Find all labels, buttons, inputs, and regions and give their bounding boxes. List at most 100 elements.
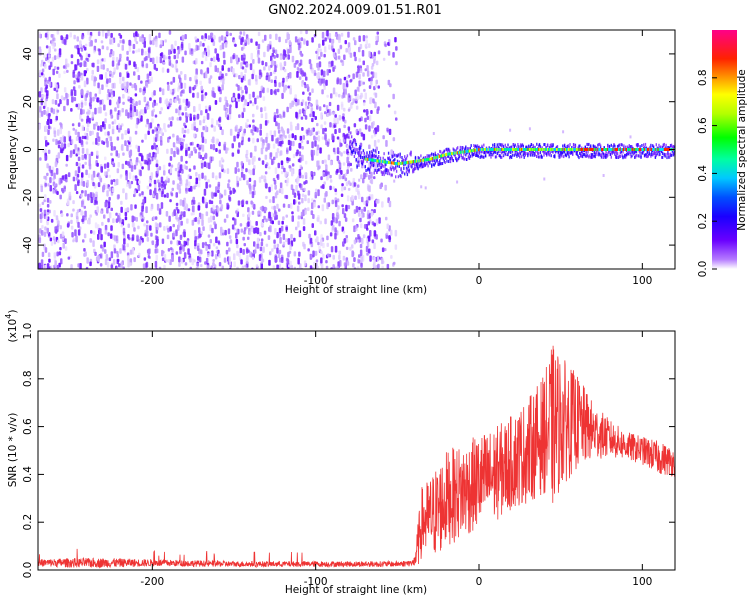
carrier-cell xyxy=(441,154,443,158)
noise-cell xyxy=(321,204,325,212)
noise-cell xyxy=(331,60,334,67)
band-cell xyxy=(407,165,409,169)
noise-cell xyxy=(131,237,134,242)
band-cell xyxy=(408,168,410,172)
noise-cell xyxy=(340,32,344,37)
band-cell xyxy=(510,145,512,149)
band-cell xyxy=(495,155,498,159)
noise-cell xyxy=(317,215,320,220)
band-cell xyxy=(383,170,385,174)
band-cell xyxy=(351,142,353,146)
noise-cell xyxy=(38,91,42,98)
noise-cell xyxy=(204,125,208,133)
noise-cell xyxy=(206,113,210,120)
noise-cell xyxy=(179,77,182,84)
noise-cell xyxy=(368,43,371,48)
carrier-cell xyxy=(462,150,464,154)
noise-cell xyxy=(86,257,89,264)
noise-cell xyxy=(50,169,54,177)
noise-cell xyxy=(247,137,251,142)
band-cell xyxy=(527,152,529,156)
noise-cell xyxy=(81,34,84,40)
band-cell xyxy=(497,150,499,154)
noise-cell xyxy=(59,247,62,251)
noise-cell xyxy=(72,127,75,131)
band-cell xyxy=(472,153,474,157)
band-cell xyxy=(576,149,578,153)
noise-cell xyxy=(108,92,111,98)
noise-cell xyxy=(249,63,253,71)
band-cell xyxy=(635,143,638,147)
carrier-cell xyxy=(653,148,655,151)
noise-cell xyxy=(387,104,391,108)
noise-cell xyxy=(240,228,244,233)
noise-cell xyxy=(281,140,284,145)
noise-cell xyxy=(227,228,231,235)
noise-cell xyxy=(61,175,65,180)
carrier-cell xyxy=(579,148,581,151)
noise-cell xyxy=(162,54,166,61)
band-cell xyxy=(576,153,578,156)
noise-cell xyxy=(253,227,256,234)
noise-cell xyxy=(382,57,386,61)
carrier-cell xyxy=(397,162,400,166)
noise-cell xyxy=(49,118,53,124)
noise-cell xyxy=(190,150,193,156)
noise-cell xyxy=(91,75,94,81)
band-cell xyxy=(441,151,444,155)
noise-cell xyxy=(299,135,303,141)
band-halo xyxy=(456,180,459,184)
noise-cell xyxy=(198,253,202,257)
carrier-cell xyxy=(441,154,444,158)
noise-cell xyxy=(61,189,65,194)
noise-cell xyxy=(346,133,349,139)
noise-cell xyxy=(220,35,224,41)
noise-cell xyxy=(39,105,42,113)
noise-cell xyxy=(301,80,305,84)
noise-cell xyxy=(197,181,201,188)
noise-cell xyxy=(92,96,95,102)
noise-cell xyxy=(40,110,44,117)
noise-cell xyxy=(81,135,85,140)
band-cell xyxy=(663,142,665,146)
noise-cell xyxy=(275,33,278,41)
noise-cell xyxy=(73,34,76,40)
spectrogram-ytick-label: 40 xyxy=(22,47,34,60)
noise-cell xyxy=(208,77,211,84)
noise-cell xyxy=(171,116,174,121)
noise-cell xyxy=(188,187,191,192)
noise-cell xyxy=(198,147,201,151)
noise-cell xyxy=(241,199,245,206)
noise-cell xyxy=(310,149,314,156)
noise-cell xyxy=(190,51,194,56)
band-cell xyxy=(637,154,639,158)
noise-cell xyxy=(39,157,42,161)
noise-cell xyxy=(380,238,383,243)
noise-cell xyxy=(285,214,288,218)
carrier-cell xyxy=(467,149,469,153)
noise-cell xyxy=(256,138,259,143)
noise-cell xyxy=(317,135,321,142)
noise-cell xyxy=(340,170,343,175)
band-cell xyxy=(495,146,498,150)
noise-cell xyxy=(70,225,74,230)
noise-cell xyxy=(46,163,49,169)
band-cell xyxy=(356,148,358,151)
band-cell xyxy=(581,150,583,154)
carrier-cell xyxy=(507,148,509,151)
noise-cell xyxy=(134,93,138,97)
band-cell xyxy=(358,147,360,151)
band-cell xyxy=(559,151,561,155)
noise-cell xyxy=(41,251,45,257)
noise-cell xyxy=(349,162,352,167)
band-cell xyxy=(446,159,448,163)
noise-cell xyxy=(161,67,165,73)
band-cell xyxy=(436,157,438,161)
band-cell xyxy=(367,168,369,172)
noise-cell xyxy=(53,252,57,258)
band-cell xyxy=(598,143,600,146)
noise-cell xyxy=(333,117,336,124)
band-cell xyxy=(500,155,502,159)
carrier-cell xyxy=(539,148,542,151)
noise-cell xyxy=(38,234,41,241)
